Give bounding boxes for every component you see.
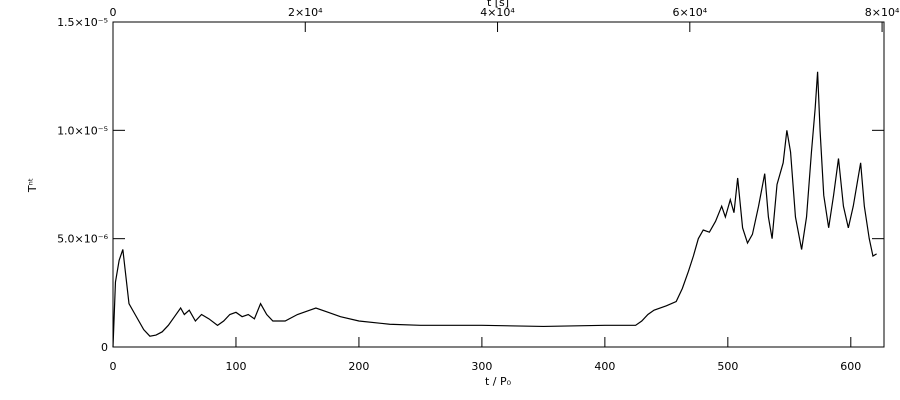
- x2-tick-label: 4×10⁴: [480, 6, 515, 19]
- x2-tick-label: 6×10⁴: [672, 6, 707, 19]
- x-tick-label: 400: [594, 360, 615, 373]
- y-tick-label: 5.0×10⁻⁶: [57, 233, 109, 246]
- x-tick-label: 500: [717, 360, 738, 373]
- y-tick-label: 1.5×10⁻⁵: [57, 16, 108, 29]
- data-line: [112, 71, 877, 348]
- y-axis-label: Tⁿᵗ: [26, 178, 39, 193]
- x-tick-label: 300: [471, 360, 492, 373]
- x-tick-label: 200: [348, 360, 369, 373]
- x2-tick-label: 8×10⁴: [865, 6, 900, 19]
- plot-frame: [112, 21, 885, 348]
- x2-tick-label: 0: [110, 6, 117, 19]
- x-tick-label: 0: [110, 360, 117, 373]
- x-axis-label: t / P₀: [485, 375, 512, 388]
- y-tick-label: 1.0×10⁻⁵: [57, 124, 108, 137]
- x2-axis-label: t [s]: [487, 0, 509, 9]
- x2-tick-label: 2×10⁴: [288, 6, 323, 19]
- x-tick-label: 600: [840, 360, 861, 373]
- y-tick-label: 0: [101, 341, 108, 354]
- x-tick-label: 100: [225, 360, 246, 373]
